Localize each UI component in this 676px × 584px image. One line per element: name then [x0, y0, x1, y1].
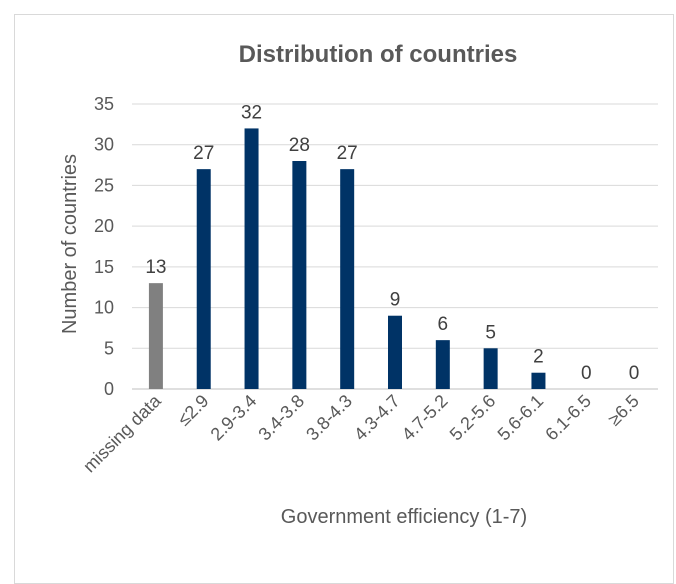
data-label: 28	[289, 135, 310, 156]
y-tick-label: 25	[94, 175, 114, 195]
x-axis-ticks: missing data ≤2.92.9-3.43.4-3.83.8-4.34.3…	[79, 390, 643, 476]
y-tick-label: 20	[94, 216, 114, 236]
data-label: 0	[581, 363, 592, 384]
x-tick-label: ≥6.5	[604, 391, 643, 430]
x-tick-label: 4.7-5.2	[398, 391, 452, 445]
data-label: 0	[629, 363, 640, 384]
data-label: 27	[337, 143, 358, 164]
y-tick-label: 15	[94, 257, 114, 277]
data-label: 9	[390, 290, 401, 311]
y-tick-label: 5	[104, 338, 114, 358]
x-tick-label: 4.3-4.7	[350, 391, 404, 445]
bar	[340, 169, 355, 389]
x-tick-label: 5.2-5.6	[446, 391, 500, 445]
data-label: 2	[533, 347, 544, 368]
bar	[148, 283, 163, 389]
x-tick-label: 2.9-3.4	[207, 391, 261, 445]
bar	[531, 372, 546, 389]
data-label: 32	[241, 102, 262, 123]
y-axis-title: Number of countries	[59, 154, 81, 334]
chart-title: Distribution of countries	[239, 41, 518, 68]
y-axis-ticks: 0 5 10 15 20 25 30 35	[94, 94, 114, 399]
data-label: 5	[485, 322, 496, 343]
data-labels: 13 27 32 28 27 9 6 5 2 0 0	[145, 102, 639, 384]
bar	[292, 161, 307, 389]
x-tick-label: missing data	[79, 390, 165, 476]
x-tick-label: ≤2.9	[174, 391, 213, 430]
y-tick-label: 30	[94, 135, 114, 155]
bar	[388, 315, 402, 389]
bars	[148, 128, 546, 389]
x-tick-label: 5.6-6.1	[494, 391, 548, 445]
x-axis-title: Government efficiency (1-7)	[281, 506, 527, 528]
bar	[435, 340, 450, 389]
x-tick-label: 6.1-6.5	[541, 391, 595, 445]
data-label: 6	[438, 314, 449, 335]
bar	[196, 169, 211, 389]
x-tick-label: 3.4-3.8	[254, 391, 308, 445]
y-tick-label: 35	[94, 94, 114, 114]
gridlines	[132, 103, 658, 390]
y-tick-label: 0	[104, 379, 114, 399]
bar	[483, 348, 498, 389]
data-label: 27	[193, 143, 214, 164]
bar	[244, 128, 259, 389]
data-label: 13	[145, 257, 166, 278]
x-tick-label: 3.8-4.3	[302, 391, 356, 445]
y-tick-label: 10	[94, 298, 114, 318]
